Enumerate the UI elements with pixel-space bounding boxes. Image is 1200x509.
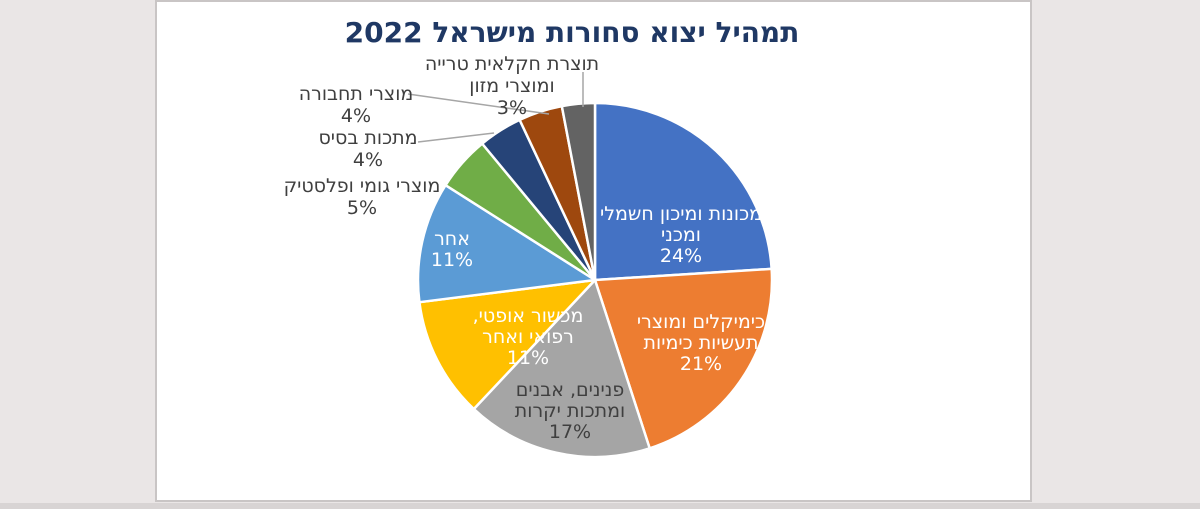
slice-label-line: מכשור אופטי, <box>472 305 584 327</box>
chart-title: תמהיל יצוא סחורות מישראל 2022 <box>344 16 800 49</box>
slice-label-optical-medical: מכשור אופטי, רפואי ואחר 11% <box>473 306 584 369</box>
label-leader-line <box>407 93 550 115</box>
bottom-edge-strip <box>0 503 1200 509</box>
slice-label-machinery-electrical: מכונות ומיכון חשמלי ומכני 24% <box>600 204 762 267</box>
slice-label-rubber-plastic: מוצרי גומי ופלסטיק 5% <box>284 175 441 219</box>
slice-label-line: תעשיות כימיות <box>643 332 759 354</box>
pie-slice-4 <box>416 183 597 304</box>
slice-label-percent: 24% <box>659 245 703 267</box>
slice-label-line: תוצרת חקלאית טרייה <box>424 53 600 75</box>
slice-label-line: פנינים, אבנים <box>515 379 625 401</box>
slice-label-line: רפואי ואחר <box>482 326 574 348</box>
slice-label-percent: 4% <box>352 149 384 171</box>
slice-label-percent: 21% <box>679 353 723 375</box>
slice-label-percent: 3% <box>496 97 528 119</box>
slice-label-percent: 4% <box>340 105 372 127</box>
slice-label-line: ומתכות יקרות <box>514 400 626 422</box>
slice-label-percent: 17% <box>548 421 592 443</box>
slice-label-line: ומכני <box>660 224 701 246</box>
pie-slice-1 <box>593 267 774 450</box>
slice-label-transport-products: מוצרי תחבורה 4% <box>299 83 414 127</box>
slice-label-line: מוצרי גומי ופלסטיק <box>283 175 441 197</box>
slice-label-line: מתכות בסיס <box>318 127 418 149</box>
slice-label-percent: 11% <box>506 347 550 369</box>
pie-slice-0 <box>593 101 773 282</box>
slice-label-line: מכונות ומיכון חשמלי <box>599 203 763 225</box>
slice-label-other: אחר 11% <box>431 229 473 271</box>
slice-label-percent: 5% <box>346 197 378 219</box>
slice-label-agri-food: תוצרת חקלאית טרייה ומוצרי מזון 3% <box>425 53 599 119</box>
slice-label-base-metals: מתכות בסיס 4% <box>318 127 417 171</box>
pie-slice-2 <box>472 278 651 459</box>
slice-label-line: אחר <box>434 228 470 250</box>
slice-label-chemicals: כימיקלים ומוצרי תעשיות כימיות 21% <box>637 312 765 375</box>
slice-label-line: ומוצרי מזון <box>469 75 555 97</box>
label-leader-line <box>417 132 495 143</box>
pie-slice-3 <box>418 278 597 411</box>
slice-label-pearls-stones-precious-metals: פנינים, אבנים ומתכות יקרות 17% <box>515 380 625 443</box>
slice-label-line: כימיקלים ומוצרי <box>636 311 766 333</box>
slice-label-line: מוצרי תחבורה <box>298 83 414 105</box>
pie-slice-8 <box>560 101 597 282</box>
slice-label-percent: 11% <box>430 249 474 271</box>
